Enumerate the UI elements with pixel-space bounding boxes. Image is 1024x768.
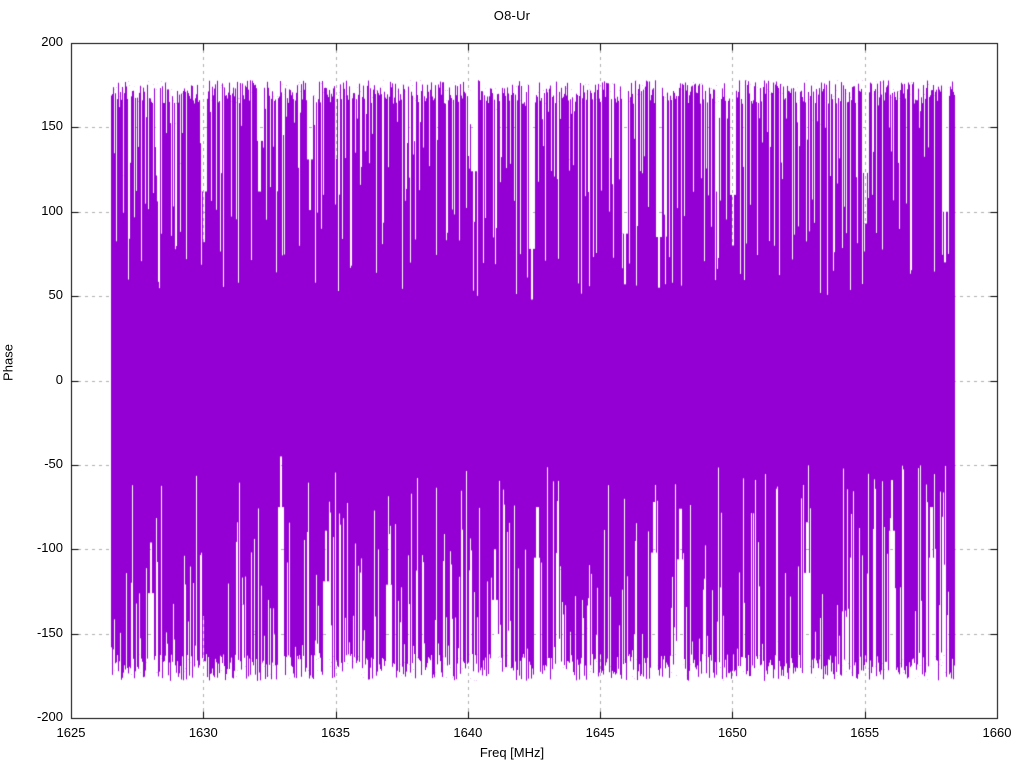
x-tick-label: 1625 xyxy=(56,725,86,740)
x-tick-label: 1660 xyxy=(982,725,1012,740)
x-tick-label: 1645 xyxy=(585,725,615,740)
x-tick-label: 1630 xyxy=(188,725,218,740)
y-tick-label: 200 xyxy=(41,34,63,49)
y-tick-label: 0 xyxy=(55,371,63,387)
x-tick-label: 1640 xyxy=(453,725,483,740)
x-tick-label: 1655 xyxy=(850,725,880,740)
y-tick-label: -100 xyxy=(36,540,63,556)
x-tick-label: 1650 xyxy=(717,725,747,740)
y-tick-label: 100 xyxy=(41,202,63,218)
x-axis-label: Freq [MHz] xyxy=(479,745,545,760)
x-tick-label: 1635 xyxy=(321,725,351,740)
y-tick-label: -200 xyxy=(36,709,63,724)
y-axis-label: Phase xyxy=(0,344,16,381)
y-tick-label: 50 xyxy=(48,287,63,303)
y-tick-label: -50 xyxy=(44,455,63,471)
y-tick-label: -150 xyxy=(36,624,63,640)
y-tick-label: 150 xyxy=(41,118,63,134)
chart-title: O8-Ur xyxy=(493,8,531,23)
